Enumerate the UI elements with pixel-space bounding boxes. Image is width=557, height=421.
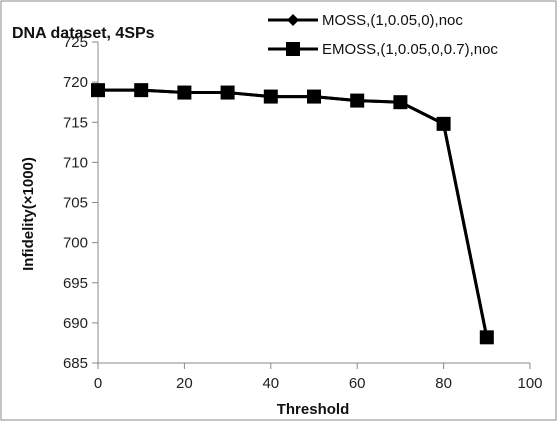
y-tick-labels: 685 690 695 700 705 710 715 720 725	[63, 34, 88, 372]
legend-label: EMOSS,(1,0.05,0,0.7),noc	[322, 41, 498, 58]
legend: MOSS,(1,0.05,0),noc EMOSS,(1,0.05,0,0.7),…	[268, 12, 498, 58]
y-tick-label: 715	[63, 114, 88, 131]
series-2-point	[263, 89, 278, 104]
series-2	[91, 83, 494, 345]
series-2-line	[98, 88, 489, 338]
x-tick-label: 20	[176, 375, 193, 392]
x-axis-title: Threshold	[277, 401, 350, 418]
series-2-point	[177, 85, 192, 100]
legend-item-1: MOSS,(1,0.05,0),noc	[268, 12, 463, 29]
x-tick-label: 60	[349, 375, 366, 392]
x-tick-labels: 0 20 40 60 80 100	[94, 375, 543, 392]
y-tick-label: 690	[63, 315, 88, 332]
y-axis-title: Infidelity(×1000)	[20, 157, 37, 271]
y-tick-label: 695	[63, 275, 88, 292]
y-tick-label: 725	[63, 34, 88, 51]
series-2-point	[91, 83, 105, 98]
y-tick-label: 710	[63, 154, 88, 171]
chart-title: DNA dataset, 4SPs	[12, 25, 155, 42]
x-tick-label: 40	[262, 375, 279, 392]
series-2-point	[350, 93, 365, 108]
legend-label: MOSS,(1,0.05,0),noc	[322, 12, 463, 29]
x-tick-label: 80	[435, 375, 452, 392]
series-2-point	[220, 85, 235, 100]
y-tick-label: 720	[63, 74, 88, 91]
legend-square-marker	[286, 42, 300, 56]
series-2-point	[479, 330, 494, 345]
series-2-point	[436, 116, 451, 131]
legend-item-2: EMOSS,(1,0.05,0,0.7),noc	[268, 41, 498, 58]
x-tick-label: 0	[94, 375, 102, 392]
series-2-point	[134, 83, 149, 98]
legend-diamond-marker	[287, 14, 299, 26]
y-tick-label: 685	[63, 355, 88, 372]
y-tick-label: 705	[63, 195, 88, 212]
x-tick-label: 100	[517, 375, 542, 392]
series-2-point	[307, 89, 321, 104]
y-tick-label: 700	[63, 235, 88, 252]
series-layer	[91, 83, 494, 345]
series-2-point	[393, 95, 408, 110]
